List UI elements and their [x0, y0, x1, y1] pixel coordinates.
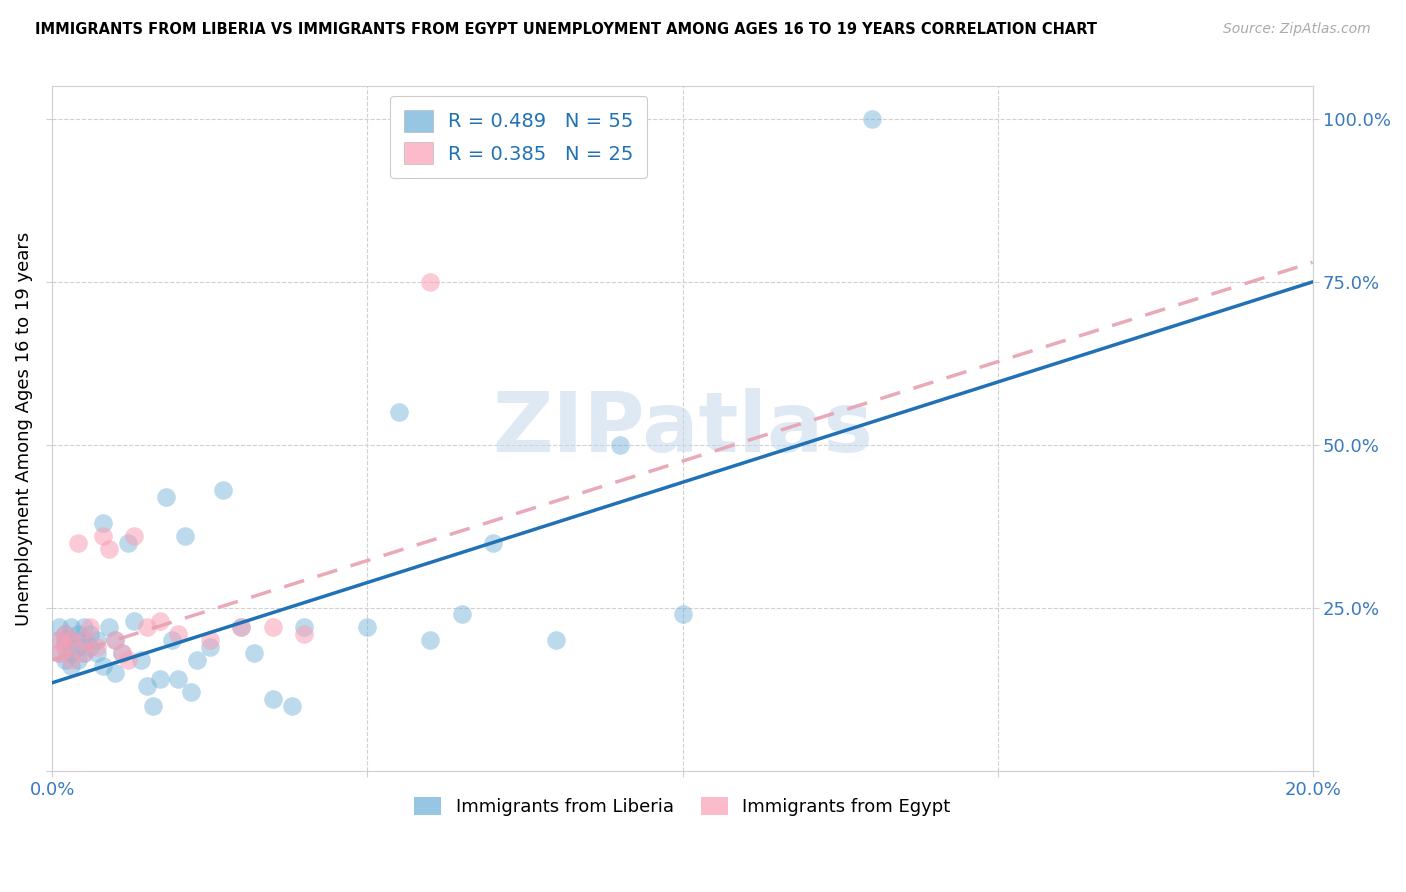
Point: [86, 633, 108, 648]
Point: [79, 620, 101, 634]
Point: [60, 653, 83, 667]
Point: [48, 620, 70, 634]
Point: [53, 640, 76, 654]
Point: [66, 640, 89, 654]
Point: [60, 646, 83, 660]
Point: [98, 620, 121, 634]
Point: [419, 633, 441, 648]
Text: IMMIGRANTS FROM LIBERIA VS IMMIGRANTS FROM EGYPT UNEMPLOYMENT AMONG AGES 16 TO 1: IMMIGRANTS FROM LIBERIA VS IMMIGRANTS FR…: [35, 22, 1097, 37]
Point: [53, 627, 76, 641]
Point: [124, 529, 146, 543]
Point: [117, 535, 139, 549]
Point: [148, 614, 170, 628]
Point: [294, 627, 316, 641]
Point: [60, 633, 83, 648]
Point: [609, 438, 631, 452]
Point: [73, 646, 96, 660]
Point: [48, 646, 70, 660]
Point: [91, 659, 114, 673]
Point: [231, 620, 253, 634]
Point: [104, 665, 127, 680]
Point: [129, 653, 152, 667]
Point: [91, 529, 114, 543]
Point: [86, 646, 108, 660]
Point: [262, 620, 284, 634]
Point: [124, 614, 146, 628]
Point: [86, 640, 108, 654]
Point: [198, 633, 221, 648]
Legend: Immigrants from Liberia, Immigrants from Egypt: Immigrants from Liberia, Immigrants from…: [408, 789, 957, 823]
Point: [262, 692, 284, 706]
Text: Source: ZipAtlas.com: Source: ZipAtlas.com: [1223, 22, 1371, 37]
Point: [111, 646, 134, 660]
Point: [104, 633, 127, 648]
Point: [66, 535, 89, 549]
Point: [167, 627, 190, 641]
Point: [48, 646, 70, 660]
Point: [91, 516, 114, 530]
Point: [60, 620, 83, 634]
Point: [79, 627, 101, 641]
Point: [173, 529, 195, 543]
Point: [142, 698, 165, 713]
Point: [66, 653, 89, 667]
Point: [281, 698, 304, 713]
Point: [451, 607, 474, 622]
Point: [186, 653, 208, 667]
Point: [79, 640, 101, 654]
Point: [136, 679, 159, 693]
Y-axis label: Unemployment Among Ages 16 to 19 years: Unemployment Among Ages 16 to 19 years: [15, 231, 32, 625]
Point: [66, 627, 89, 641]
Point: [104, 633, 127, 648]
Point: [48, 633, 70, 648]
Point: [53, 633, 76, 648]
Point: [73, 633, 96, 648]
Point: [167, 673, 190, 687]
Point: [53, 627, 76, 641]
Point: [860, 112, 883, 126]
Point: [60, 659, 83, 673]
Point: [53, 653, 76, 667]
Point: [211, 483, 233, 498]
Point: [53, 640, 76, 654]
Point: [482, 535, 505, 549]
Point: [48, 633, 70, 648]
Point: [160, 633, 183, 648]
Point: [136, 620, 159, 634]
Point: [111, 646, 134, 660]
Point: [98, 542, 121, 557]
Text: ZIPatlas: ZIPatlas: [492, 388, 873, 469]
Point: [180, 685, 202, 699]
Point: [546, 633, 568, 648]
Point: [198, 640, 221, 654]
Point: [117, 653, 139, 667]
Point: [243, 646, 266, 660]
Point: [294, 620, 316, 634]
Point: [155, 490, 177, 504]
Point: [73, 646, 96, 660]
Point: [356, 620, 378, 634]
Point: [419, 275, 441, 289]
Point: [671, 607, 693, 622]
Point: [148, 673, 170, 687]
Point: [73, 633, 96, 648]
Point: [388, 405, 411, 419]
Point: [60, 633, 83, 648]
Point: [73, 620, 96, 634]
Point: [231, 620, 253, 634]
